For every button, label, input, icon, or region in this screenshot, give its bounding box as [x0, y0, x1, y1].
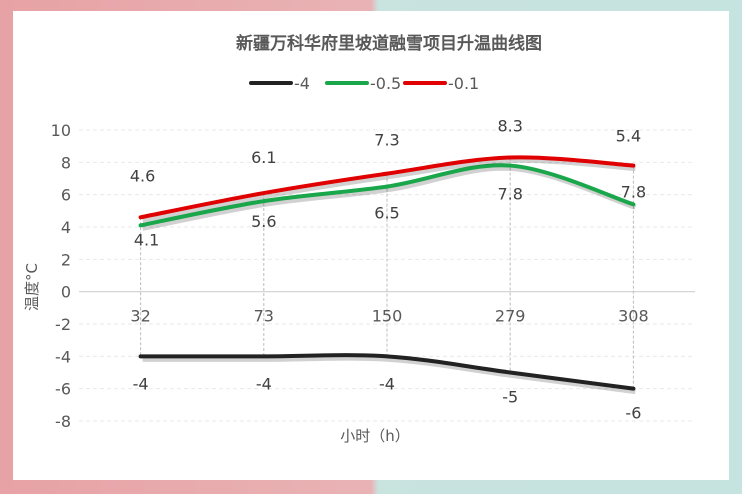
- y-tick-label: 6: [61, 186, 71, 205]
- x-tick-labels: 32 73 150 279 308: [130, 307, 648, 326]
- y-tick-label: 8: [61, 153, 71, 172]
- legend: -4 -0.5 -0.1: [249, 74, 479, 93]
- data-label: 4.1: [134, 230, 159, 249]
- data-label: 5.4: [616, 127, 641, 146]
- data-label: -5: [502, 388, 518, 407]
- y-tick-label: -8: [55, 412, 71, 431]
- y-axis-title: 温度°C: [23, 263, 41, 311]
- series-line-1: [138, 163, 636, 228]
- legend-label: -4: [294, 74, 310, 93]
- legend-label: -0.1: [448, 74, 479, 93]
- x-tick-label: 150: [372, 307, 403, 326]
- y-axis: -8 -6 -4 -2 0 2 4 6 8 10: [51, 121, 71, 431]
- series-lines: [138, 155, 637, 395]
- data-label: 6.5: [374, 204, 399, 223]
- x-tick-label: 279: [495, 307, 526, 326]
- y-tick-label: 0: [61, 283, 71, 302]
- x-tick-label: 308: [618, 307, 649, 326]
- data-label: -4: [256, 374, 272, 393]
- data-label: 4.6: [130, 166, 155, 185]
- y-tick-label: 4: [61, 218, 71, 237]
- x-axis-title: 小时（h）: [340, 427, 410, 445]
- data-label: 8.3: [497, 116, 522, 135]
- series-line-shadow: [142, 355, 636, 395]
- series-line-shadow: [142, 165, 637, 231]
- data-label: 7.8: [621, 182, 646, 201]
- data-label: 7.8: [497, 185, 522, 204]
- series-line-shadow: [142, 157, 636, 223]
- series-line-2: [138, 155, 636, 220]
- chart-title: 新疆万科华府里坡道融雪项目升温曲线图: [236, 33, 542, 54]
- data-label: 5.6: [251, 212, 276, 231]
- chart-panel: 新疆万科华府里坡道融雪项目升温曲线图 -4 -0.5 -0.1 -8 -6 -4 -2 0 2…: [13, 11, 729, 480]
- line-chart: 新疆万科华府里坡道融雪项目升温曲线图 -4 -0.5 -0.1 -8 -6 -4 -2 0 2…: [23, 33, 695, 445]
- legend-label: -0.5: [370, 74, 401, 93]
- data-label: -4: [379, 374, 395, 393]
- y-tick-label: 2: [61, 250, 71, 269]
- data-label: -6: [625, 404, 641, 423]
- data-label: -4: [133, 374, 149, 393]
- y-tick-label: -6: [55, 380, 71, 399]
- series-line-0: [138, 353, 636, 391]
- x-tick-label: 73: [254, 307, 274, 326]
- y-tick-label: -2: [55, 315, 71, 334]
- x-tick-label: 32: [130, 307, 150, 326]
- y-tick-label: -4: [55, 347, 71, 366]
- y-tick-label: 10: [51, 121, 71, 140]
- data-label: 6.1: [251, 148, 276, 167]
- data-labels: -4 -4 -4 -5 -6 4.1 5.6 6.5 7.8 7.8 4.6 6.1 7.3 8.3 5.4: [130, 116, 646, 422]
- data-label: 7.3: [374, 131, 399, 150]
